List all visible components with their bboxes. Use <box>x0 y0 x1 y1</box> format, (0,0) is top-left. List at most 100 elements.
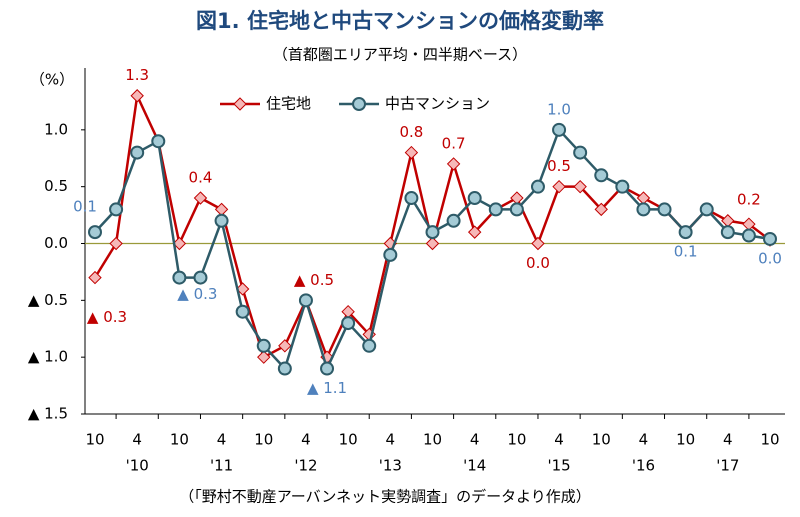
marker <box>720 225 735 240</box>
value-label: 0.0 <box>526 254 550 272</box>
marker <box>235 282 250 296</box>
marker <box>531 236 545 251</box>
year-label: '16 <box>632 457 655 475</box>
marker <box>172 270 187 285</box>
marker <box>298 293 313 308</box>
marker <box>509 202 524 217</box>
x-tick-label: 4 <box>301 431 311 449</box>
year-label: '14 <box>463 457 486 475</box>
x-tick-label: 10 <box>339 431 358 449</box>
x-tick-label: 10 <box>760 431 779 449</box>
marker <box>741 228 756 243</box>
marker <box>678 225 693 240</box>
value-label: 0.1 <box>73 198 97 216</box>
marker <box>636 202 651 217</box>
marker <box>193 191 208 205</box>
marker <box>594 168 609 183</box>
y-unit: （%） <box>30 71 74 89</box>
marker <box>573 145 588 160</box>
x-tick-label: 10 <box>592 431 611 449</box>
marker <box>278 339 292 353</box>
marker <box>88 270 102 285</box>
x-tick-label: 10 <box>676 431 695 449</box>
value-label: 1.3 <box>125 66 149 84</box>
marker <box>383 247 398 262</box>
year-label: '13 <box>379 457 402 475</box>
marker <box>594 202 608 217</box>
x-tick-label: 4 <box>132 431 142 449</box>
marker <box>172 236 187 251</box>
value-label: ▲ 0.5 <box>294 271 334 289</box>
legend-label: 住宅地 <box>266 95 311 113</box>
marker <box>256 338 271 353</box>
value-label: 0.2 <box>737 191 761 209</box>
marker <box>721 214 735 228</box>
year-label: '12 <box>294 457 317 475</box>
x-tick-label: 4 <box>639 431 649 449</box>
marker <box>573 179 587 194</box>
x-tick-label: 4 <box>470 431 480 449</box>
marker <box>193 270 208 285</box>
marker <box>130 145 145 160</box>
legend-label: 中古マンション <box>385 95 490 113</box>
marker <box>657 202 672 217</box>
y-tick-label: ▲ 0.5 <box>28 291 68 309</box>
marker <box>636 191 651 205</box>
marker <box>488 202 503 217</box>
x-tick-label: 10 <box>85 431 104 449</box>
marker <box>214 213 229 228</box>
value-label: 0.4 <box>189 169 213 187</box>
marker <box>552 179 566 194</box>
year-label: '15 <box>547 457 570 475</box>
y-tick-label: ▲ 1.5 <box>28 405 68 423</box>
marker <box>257 350 271 364</box>
marker <box>109 236 123 251</box>
value-label: ▲ 0.3 <box>177 285 217 303</box>
x-tick-label: 10 <box>254 431 273 449</box>
value-label: 0.0 <box>758 249 782 267</box>
marker <box>404 145 419 160</box>
marker <box>88 225 102 240</box>
marker <box>404 191 419 206</box>
year-label: '17 <box>716 457 739 475</box>
marker <box>510 191 524 205</box>
y-tick-label: ▲ 1.0 <box>28 348 68 366</box>
marker <box>552 122 567 137</box>
marker <box>320 361 335 376</box>
value-label: 0.1 <box>674 243 698 261</box>
y-tick-label: 0.0 <box>44 234 68 252</box>
x-tick-label: 10 <box>170 431 189 449</box>
y-tick-label: 1.0 <box>44 120 68 138</box>
value-label: 0.5 <box>547 157 571 175</box>
chart-title: 図1. 住宅地と中古マンションの価格変動率 <box>196 9 604 33</box>
chart-subtitle: （首都圏エリア平均・四半期ベース） <box>273 46 527 64</box>
x-tick-label: 4 <box>554 431 564 449</box>
marker <box>446 157 461 171</box>
value-label: 1.0 <box>547 100 571 118</box>
x-tick-label: 10 <box>423 431 442 449</box>
marker <box>446 213 461 228</box>
source-note: （「野村不動産アーバンネット実勢調査」のデータより作成） <box>179 488 591 506</box>
marker <box>425 236 440 251</box>
marker <box>341 316 356 331</box>
marker <box>130 89 144 103</box>
x-tick-label: 10 <box>507 431 526 449</box>
year-label: '11 <box>210 457 233 475</box>
x-tick-label: 4 <box>386 431 396 449</box>
legend-marker <box>233 97 247 111</box>
marker <box>362 338 377 353</box>
marker <box>151 134 166 149</box>
value-label: ▲ 0.3 <box>87 308 127 326</box>
y-tick-label: 0.5 <box>44 177 68 195</box>
x-tick-label: 4 <box>217 431 227 449</box>
marker <box>467 225 482 239</box>
year-label: '10 <box>126 457 149 475</box>
marker <box>699 202 714 217</box>
marker <box>109 202 124 217</box>
marker <box>235 304 250 319</box>
marker <box>615 179 630 194</box>
marker <box>277 361 292 376</box>
value-label: 0.8 <box>399 123 423 141</box>
x-tick-label: 4 <box>723 431 733 449</box>
